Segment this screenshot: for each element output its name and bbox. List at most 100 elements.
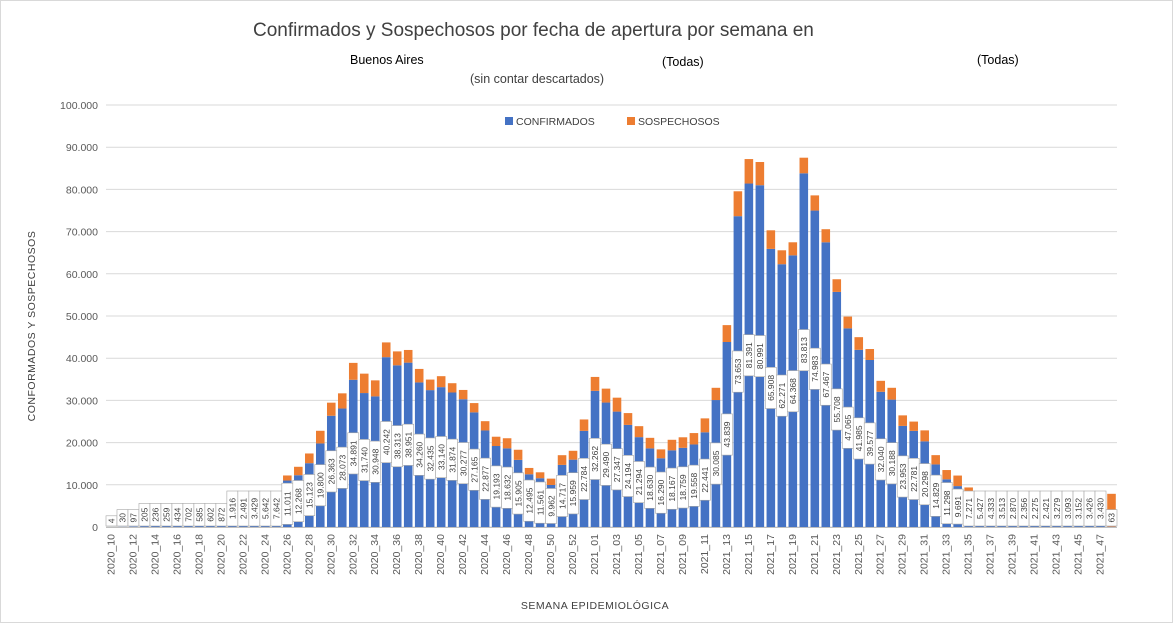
data-label: 11.011 <box>281 482 294 525</box>
x-tick-text: 2020_12 <box>127 534 139 575</box>
x-tick-label: 2020_34 <box>369 534 381 575</box>
x-tick-label: 2020_36 <box>391 534 403 575</box>
data-label: 32.040 <box>874 438 887 481</box>
data-label: 30.188 <box>885 442 898 485</box>
data-label-text: 30.085 <box>711 450 721 476</box>
data-label-text: 434 <box>173 507 183 521</box>
x-tick-text: 2021_01 <box>589 534 601 575</box>
data-label-text: 40.242 <box>381 429 391 455</box>
bar-sospechosos <box>546 478 556 485</box>
x-tick-label: 2021_17 <box>765 534 777 575</box>
data-label: 3.426 <box>1083 490 1096 527</box>
x-tick-text: 2021_09 <box>677 534 689 575</box>
x-tick-text: 2020_30 <box>325 534 337 575</box>
data-label: 9.691 <box>951 488 964 525</box>
bar-sospechosos <box>689 433 699 445</box>
bar-sospechosos <box>414 368 424 383</box>
x-tick-label: 2021_03 <box>611 534 623 575</box>
x-tick-label: 2020_32 <box>347 534 359 575</box>
y-axis: 0 10.000 20.000 30.000 40.000 50.000 60.000 70.… <box>60 100 98 534</box>
x-tick-label: 2021_45 <box>1073 534 1085 575</box>
bar-sospechosos <box>700 418 710 433</box>
data-label: 2.491 <box>237 490 250 527</box>
data-label-box <box>710 442 722 485</box>
data-label: 11.298 <box>940 482 953 525</box>
data-label: 434 <box>171 503 184 527</box>
x-tick-text: 2021_03 <box>611 534 623 575</box>
data-label: 12.495 <box>523 479 535 522</box>
data-label-text: 2.870 <box>1008 498 1018 520</box>
data-label-text: 11.011 <box>283 491 293 516</box>
data-label-text: 2.421 <box>1041 498 1051 520</box>
chart-title: Confirmados y Sospechosos por fecha de a… <box>253 20 814 41</box>
data-label-text: 7.642 <box>272 498 282 520</box>
data-label: 3.429 <box>248 490 261 527</box>
data-label-text: 2.356 <box>1019 498 1029 520</box>
data-label: 29.490 <box>600 443 612 486</box>
data-label-text: 32.262 <box>590 446 600 472</box>
data-label-text: 21.294 <box>634 469 644 495</box>
data-label: 97 <box>127 509 140 527</box>
bar-sospechosos <box>425 379 435 391</box>
data-label-text: 73.653 <box>733 358 743 384</box>
x-tick-label: 2021_29 <box>897 534 909 575</box>
x-tick-text: 2021_41 <box>1029 534 1041 575</box>
bar-sospechosos <box>337 393 347 409</box>
data-label-box <box>1094 490 1107 527</box>
bar-sospechosos <box>447 383 457 393</box>
x-tick-label: 2020_28 <box>303 534 315 575</box>
data-label: 5.642 <box>259 490 272 527</box>
data-label: 30.085 <box>710 442 722 485</box>
bar-sospechosos <box>634 426 644 438</box>
data-label: 19.800 <box>314 464 327 507</box>
data-label-text: 2.491 <box>239 498 249 520</box>
y-axis-title: CONFORMADOS Y SOSPECHOSOS <box>26 231 38 422</box>
x-tick-text: 2021_25 <box>853 534 865 575</box>
data-label-text: 39.577 <box>865 430 875 456</box>
data-label-text: 27.347 <box>612 456 622 482</box>
data-label-text: 18.759 <box>678 474 688 500</box>
x-tick-text: 2020_24 <box>259 534 271 575</box>
data-label-text: 9.962 <box>546 495 556 517</box>
data-label-text: 34.891 <box>348 440 358 466</box>
data-label-text: 18.630 <box>645 474 655 500</box>
bar-sospechosos <box>667 439 677 451</box>
data-label-text: 1.916 <box>228 498 238 520</box>
data-label-text: 16.290 <box>656 479 666 505</box>
bar-sospechosos <box>458 389 468 400</box>
x-tick-text: 2020_52 <box>567 534 579 575</box>
bar-sospechosos <box>436 376 446 388</box>
data-label-text: 74.983 <box>810 356 820 382</box>
data-label: 32.262 <box>589 438 601 480</box>
bar-sospechosos <box>788 242 798 256</box>
data-label: 63 <box>1105 509 1118 527</box>
data-label-text: 872 <box>217 507 227 521</box>
data-label-text: 3.152 <box>1074 498 1084 520</box>
x-tick-text: 2021_33 <box>941 534 953 575</box>
x-tick-text: 2020_10 <box>105 534 117 575</box>
data-label-text: 3.093 <box>1063 498 1073 520</box>
data-label: 702 <box>182 503 195 527</box>
bar-sospechosos <box>535 472 545 479</box>
data-label-text: 97 <box>129 513 139 523</box>
data-label: 26.363 <box>325 450 338 493</box>
data-label-text: 15.123 <box>304 482 314 508</box>
x-tick-label: 2020_52 <box>567 534 579 575</box>
bar-sospechosos <box>865 349 875 360</box>
bar-confirmados <box>151 526 160 527</box>
data-label-text: 30.277 <box>458 450 468 476</box>
y-tick-label: 100.000 <box>60 100 98 112</box>
bar-sospechosos <box>843 316 853 329</box>
x-tick-text: 2020_48 <box>523 534 535 575</box>
bar-sospechosos <box>909 421 918 431</box>
x-tick-label: 2020_18 <box>193 534 205 575</box>
x-tick-text: 2021_05 <box>633 534 645 575</box>
bar-sospechosos <box>733 191 743 217</box>
data-label-text: 38.951 <box>403 432 413 458</box>
data-label-text: 34.260 <box>414 441 424 467</box>
x-tick-label: 2021_07 <box>655 534 667 575</box>
bar-sospechosos <box>711 387 721 401</box>
data-label: 31.874 <box>446 438 458 481</box>
data-label: 18.632 <box>501 466 513 509</box>
data-label: 7.271 <box>962 490 975 527</box>
